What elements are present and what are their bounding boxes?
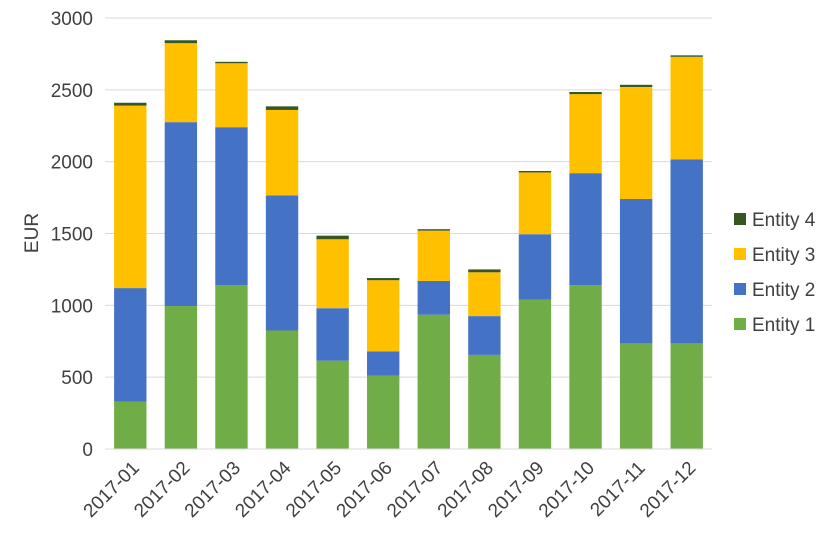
bar-segment-entity-4-2017-03 <box>215 61 248 64</box>
legend-item-entity-2: Entity 2 <box>734 280 815 301</box>
bar-segment-entity-2-2017-02 <box>164 122 198 307</box>
bar-segment-entity-2-2017-10 <box>569 173 602 286</box>
y-tick-label: 1000 <box>51 296 93 317</box>
legend-swatch <box>734 213 746 225</box>
bar-segment-entity-1-2017-10 <box>569 285 602 449</box>
legend-item-entity-4: Entity 4 <box>734 210 816 231</box>
y-tick-label: 2500 <box>51 81 93 102</box>
legend-label: Entity 3 <box>752 245 815 266</box>
y-tick-label: 2000 <box>51 153 93 174</box>
legend-label: Entity 1 <box>752 315 815 336</box>
x-tick-label: 2017-12 <box>636 458 700 522</box>
bar-segment-entity-2-2017-04 <box>265 195 299 331</box>
bar-segment-entity-2-2017-09 <box>518 234 552 300</box>
bar-segment-entity-4-2017-09 <box>518 171 552 173</box>
y-tick-label: 0 <box>82 440 93 461</box>
y-axis-title: EUR <box>22 213 43 253</box>
legend-swatch <box>734 283 746 295</box>
legend-swatch <box>734 248 746 260</box>
bar-segment-entity-4-2017-11 <box>619 84 653 87</box>
legend-item-entity-3: Entity 3 <box>734 245 815 266</box>
bar-segment-entity-3-2017-08 <box>468 272 501 317</box>
bar-segment-entity-3-2017-01 <box>114 105 147 289</box>
bar-segment-entity-3-2017-10 <box>569 94 602 174</box>
bar-segment-entity-2-2017-03 <box>215 127 248 286</box>
bar-segment-entity-1-2017-08 <box>468 354 501 449</box>
y-tick-label: 500 <box>61 368 93 389</box>
legend-label: Entity 2 <box>752 280 815 301</box>
bars <box>114 40 703 449</box>
y-tick-label: 3000 <box>51 9 93 30</box>
bar-segment-entity-4-2017-08 <box>468 269 501 273</box>
bar-segment-entity-4-2017-04 <box>265 106 299 110</box>
bar-segment-entity-1-2017-01 <box>114 401 147 449</box>
bar-segment-entity-4-2017-05 <box>316 235 349 240</box>
bar-segment-entity-4-2017-02 <box>164 40 198 44</box>
bar-segment-entity-3-2017-12 <box>670 56 703 160</box>
bar-segment-entity-3-2017-07 <box>417 230 450 281</box>
bar-segment-entity-1-2017-07 <box>417 314 450 449</box>
bar-segment-entity-1-2017-04 <box>265 330 299 449</box>
bar-segment-entity-2-2017-12 <box>670 159 703 344</box>
bar-segment-entity-2-2017-11 <box>619 199 653 344</box>
bar-segment-entity-2-2017-08 <box>468 316 501 355</box>
bar-segment-entity-3-2017-11 <box>619 86 653 200</box>
bar-segment-entity-2-2017-05 <box>316 308 349 361</box>
bar-segment-entity-3-2017-03 <box>215 63 248 128</box>
x-tick-label: 2017-10 <box>535 458 599 522</box>
legend-label: Entity 4 <box>752 210 816 231</box>
bar-segment-entity-1-2017-03 <box>215 285 248 449</box>
bar-segment-entity-2-2017-06 <box>367 351 400 376</box>
bar-segment-entity-1-2017-09 <box>518 299 552 449</box>
bar-segment-entity-3-2017-09 <box>518 172 552 235</box>
bar-segment-entity-4-2017-10 <box>569 91 602 95</box>
bar-segment-entity-4-2017-07 <box>417 229 450 231</box>
bar-segment-entity-3-2017-06 <box>367 280 400 352</box>
bar-segment-entity-1-2017-05 <box>316 360 349 449</box>
bar-segment-entity-3-2017-04 <box>265 109 299 196</box>
legend: Entity 4 Entity 3 Entity 2 Entity 1 <box>734 210 816 336</box>
bar-segment-entity-2-2017-07 <box>417 280 450 315</box>
bar-segment-entity-4-2017-12 <box>670 55 703 57</box>
bar-segment-entity-1-2017-12 <box>670 343 703 449</box>
bar-segment-entity-4-2017-06 <box>367 278 400 281</box>
legend-item-entity-1: Entity 1 <box>734 315 815 336</box>
bar-segment-entity-3-2017-02 <box>164 43 198 123</box>
y-tick-label: 1500 <box>51 225 93 246</box>
legend-swatch <box>734 318 746 330</box>
bar-segment-entity-2-2017-01 <box>114 288 147 402</box>
bar-segment-entity-1-2017-11 <box>619 343 653 449</box>
bar-segment-entity-1-2017-02 <box>164 306 198 449</box>
gridlines <box>105 17 712 450</box>
bar-segment-entity-1-2017-06 <box>367 375 400 449</box>
bar-segment-entity-4-2017-01 <box>114 102 147 106</box>
bar-segment-entity-3-2017-05 <box>316 239 349 309</box>
